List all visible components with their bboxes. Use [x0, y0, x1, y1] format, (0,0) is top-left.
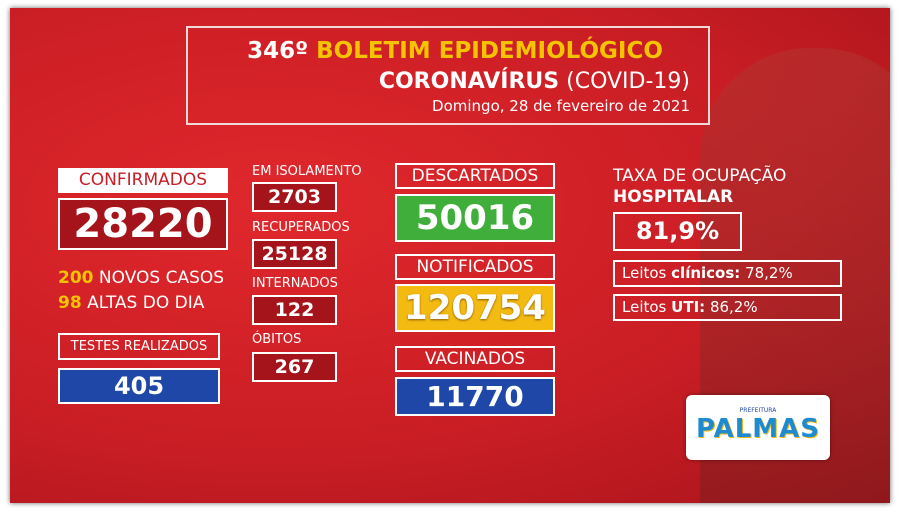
value: 122	[252, 295, 337, 325]
value: 50016	[395, 194, 555, 242]
value: 11770	[395, 377, 555, 416]
line: Leitos clínicos: 78,2%	[613, 260, 842, 287]
value: 28220	[58, 198, 228, 250]
value: 267	[252, 352, 337, 382]
value: 86,2%	[709, 298, 758, 316]
label: TESTES REALIZADOS	[58, 333, 220, 360]
header-box	[186, 26, 710, 125]
label: RECUPERADOS	[252, 220, 350, 235]
bulletin: 346º BOLETIM EPIDEMIOLÓGICO CORONAVÍRUS …	[10, 8, 890, 503]
subtitle-rest: (COVID-19)	[566, 69, 690, 94]
value: 405	[58, 368, 220, 404]
value: 2703	[252, 182, 337, 212]
header-title: 346º BOLETIM EPIDEMIOLÓGICO	[210, 38, 700, 64]
label: EM ISOLAMENTO	[252, 164, 362, 179]
subtitle: CORONAVÍRUS (COVID-19)	[210, 69, 690, 94]
label: UTI:	[671, 298, 706, 316]
label: ÓBITOS	[252, 332, 302, 347]
label: CONFIRMADOS	[58, 168, 228, 193]
bulletin-number: 346º	[247, 38, 309, 64]
value: 25128	[252, 239, 337, 269]
date: Domingo, 28 de fevereiro de 2021	[432, 97, 690, 115]
label: HOSPITALAR	[613, 187, 734, 207]
line: Leitos UTI: 86,2%	[613, 294, 842, 321]
title: BOLETIM EPIDEMIOLÓGICO	[316, 38, 663, 64]
value: 78,2%	[745, 264, 793, 282]
value: 98	[58, 293, 82, 313]
label: NOVOS CASOS	[98, 268, 225, 288]
value: 81,9%	[613, 212, 742, 251]
label: INTERNADOS	[252, 276, 338, 291]
label: VACINADOS	[395, 346, 555, 372]
value: 120754	[395, 284, 555, 332]
line: 200 NOVOS CASOS	[58, 268, 224, 288]
value: 200	[58, 268, 94, 288]
logo: PREFEITURA PALMAS	[686, 395, 830, 460]
subtitle-bold: CORONAVÍRUS	[378, 69, 560, 94]
logo-small: PREFEITURA	[739, 407, 777, 414]
label: DESCARTADOS	[395, 163, 555, 189]
label: Leitos	[622, 298, 667, 316]
label: NOTIFICADOS	[395, 254, 555, 280]
logo-name: PALMAS	[695, 414, 821, 444]
label: TAXA DE OCUPAÇÃO	[613, 166, 787, 186]
line: 98 ALTAS DO DIA	[58, 293, 204, 313]
label: ALTAS DO DIA	[87, 293, 205, 313]
label: clínicos:	[671, 264, 741, 282]
label: Leitos	[622, 264, 667, 282]
